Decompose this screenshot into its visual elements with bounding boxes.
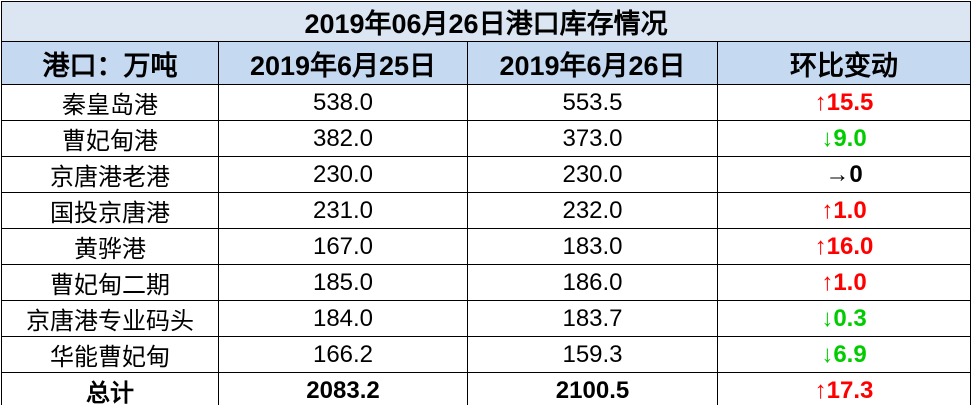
data-row: 黄骅港 167.0 183.0 ↑16.0 [1, 228, 971, 265]
change-cell: ↑1.0 [716, 264, 971, 301]
table-title: 2019年06月26日港口库存情况 [0, 1, 971, 42]
data-row: 京唐港专业码头 184.0 183.7 ↓0.3 [1, 300, 971, 337]
change-cell: ↓6.9 [716, 336, 971, 373]
cell: 曹妃甸二期 [1, 264, 219, 301]
change-cell: ↑17.3 [716, 372, 971, 405]
change-cell: ↓9.0 [716, 120, 971, 157]
cell: 黄骅港 [1, 228, 219, 265]
cell: 186.0 [467, 264, 718, 301]
cell: 183.0 [467, 228, 718, 265]
cell: 华能曹妃甸 [1, 336, 219, 373]
change-cell: ↓0.3 [716, 300, 971, 337]
data-row: 华能曹妃甸 166.2 159.3 ↓6.9 [1, 336, 971, 373]
cell: 总计 [1, 372, 219, 405]
cell: 京唐港专业码头 [1, 300, 219, 337]
change-cell: →0 [716, 156, 971, 193]
cell: 秦皇岛港 [1, 84, 219, 121]
data-row: 国投京唐港 231.0 232.0 ↑1.0 [1, 192, 971, 229]
change-cell: ↑16.0 [716, 228, 971, 265]
header-cell: 2019年6月25日 [218, 41, 468, 85]
cell: 230.0 [467, 156, 718, 193]
cell: 159.3 [467, 336, 718, 373]
cell: 553.5 [467, 84, 718, 121]
cell: 231.0 [218, 192, 468, 229]
header-cell: 港口：万吨 [1, 41, 219, 85]
cell: 167.0 [218, 228, 468, 265]
data-row: 曹妃甸港 382.0 373.0 ↓9.0 [1, 120, 971, 157]
cell: 曹妃甸港 [1, 120, 219, 157]
data-row: 京唐港老港 230.0 230.0 →0 [1, 156, 971, 193]
cell: 184.0 [218, 300, 468, 337]
cell: 183.7 [467, 300, 718, 337]
cell: 京唐港老港 [1, 156, 219, 193]
cell: 185.0 [218, 264, 468, 301]
data-row: 曹妃甸二期 185.0 186.0 ↑1.0 [1, 264, 971, 301]
cell: 国投京唐港 [1, 192, 219, 229]
data-row: 秦皇岛港 538.0 553.5 ↑15.5 [1, 84, 971, 121]
title-row: 2019年06月26日港口库存情况 [0, 1, 971, 42]
change-cell: ↑15.5 [716, 84, 971, 121]
cell: 382.0 [218, 120, 468, 157]
cell: 230.0 [218, 156, 468, 193]
total-row: 总计 2083.2 2100.5 ↑17.3 [1, 372, 971, 405]
cell: 166.2 [218, 336, 468, 373]
header-cell: 环比变动 [716, 41, 971, 85]
header-cell: 2019年6月26日 [467, 41, 718, 85]
cell: 2100.5 [467, 372, 718, 405]
header-row: 港口：万吨 2019年6月25日 2019年6月26日 环比变动 [1, 41, 971, 85]
cell: 2083.2 [218, 372, 468, 405]
cell: 373.0 [467, 120, 718, 157]
change-cell: ↑1.0 [716, 192, 971, 229]
cell: 232.0 [467, 192, 718, 229]
cell: 538.0 [218, 84, 468, 121]
